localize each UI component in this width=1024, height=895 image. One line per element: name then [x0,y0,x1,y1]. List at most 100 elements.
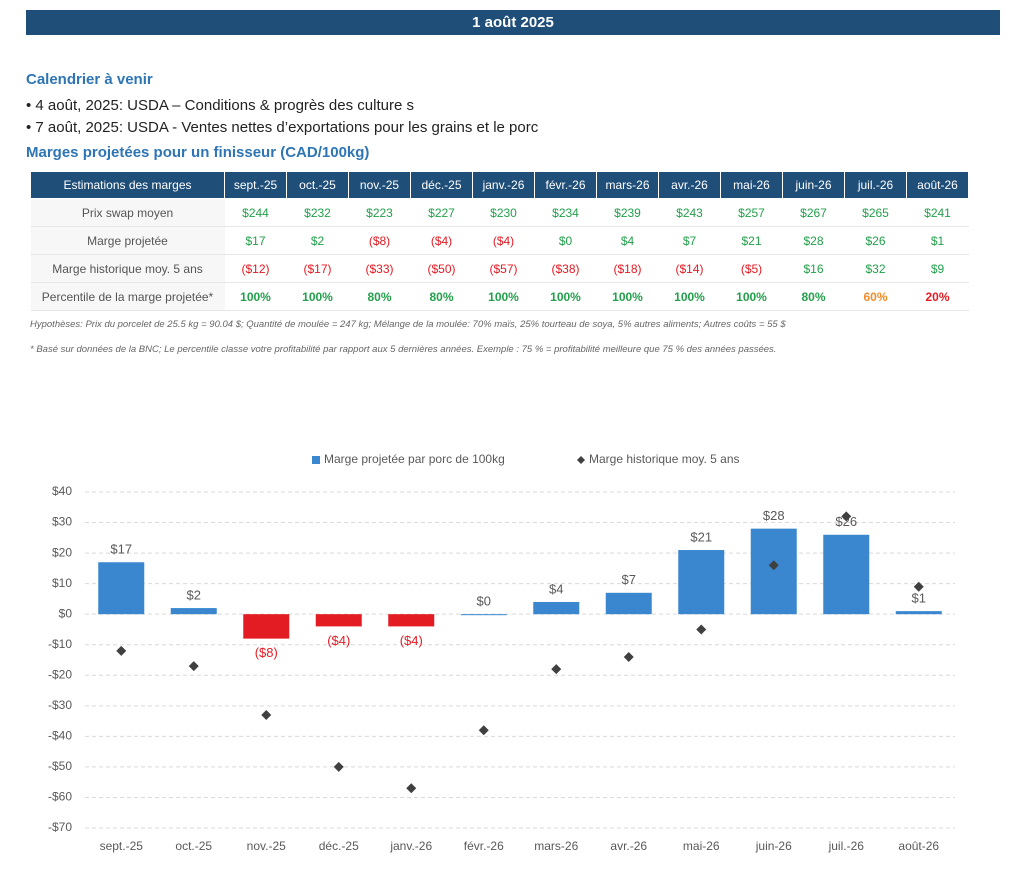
header-cell: mars-26 [596,171,659,199]
cell: 100% [286,282,349,311]
cell: ($8) [348,226,411,255]
y-tick-label: -$40 [48,729,72,743]
cell: $265 [844,198,907,227]
cell: $26 [844,226,907,255]
note: * Basé sur données de la BNC; Le percent… [30,344,777,355]
cell: ($14) [658,254,721,283]
header-cell: juil.-26 [844,171,907,199]
cell: $1 [906,226,969,255]
cell: ($4) [472,226,535,255]
legend-marker [577,456,585,464]
data-label: $4 [549,581,563,596]
y-tick-label: $10 [52,576,72,590]
cell: ($12) [224,254,287,283]
x-tick-label: mars-26 [534,839,578,853]
cell: $239 [596,198,659,227]
cell: $2 [286,226,349,255]
legend-label: Marge historique moy. 5 ans [589,452,740,466]
marker [333,761,344,772]
x-tick-label: déc.-25 [319,839,359,853]
data-label: $28 [763,508,785,523]
bar [170,608,217,615]
cell: 100% [720,282,783,311]
row-label: Prix swap moyen [30,198,225,227]
x-tick-label: oct.-25 [175,839,212,853]
marker [478,725,489,736]
y-tick-label: $20 [52,545,72,559]
cell: $227 [410,198,473,227]
y-tick-label: $0 [59,606,73,620]
bar [750,528,797,615]
table-title: Marges projetées pour un finisseur (CAD/… [26,144,370,161]
cell: $223 [348,198,411,227]
cell: 80% [410,282,473,311]
y-tick-label: -$10 [48,637,72,651]
y-tick-label: -$30 [48,698,72,712]
note: Hypothèses: Prix du porcelet de 25.5 kg … [30,319,786,330]
cell: $28 [782,226,845,255]
header-cell: mai-26 [720,171,783,199]
table-row: Marge projetée $17 $2 ($8) ($4) ($4) $0 $4 $7 $21… [30,226,969,255]
cell: $9 [906,254,969,283]
cell: 100% [534,282,597,311]
table-row: Marge historique moy. 5 ans ($12) ($17) ($3… [30,254,969,283]
y-tick-label: -$20 [48,667,72,681]
header-cell: Estimations des marges [30,171,225,199]
y-tick-label: -$60 [48,790,72,804]
cell: 60% [844,282,907,311]
header-cell: janv.-26 [472,171,535,199]
bar [605,592,652,615]
cell: 20% [906,282,969,311]
marker [188,661,199,672]
header-row: Estimations des marges sept.-25 oct.-25 nov… [30,171,969,199]
margin-table: Estimations des marges sept.-25 oct.-25 nov… [30,171,969,311]
cell: 80% [782,282,845,311]
x-tick-label: mai-26 [683,839,720,853]
legend-marker [312,456,320,464]
cell: ($57) [472,254,535,283]
cell: $267 [782,198,845,227]
marker [406,783,417,794]
cell: $0 [534,226,597,255]
table-row: Percentile de la marge projetée* 100% 100%… [30,282,969,311]
bar [98,562,145,615]
cell: $257 [720,198,783,227]
cell: $7 [658,226,721,255]
cell: 100% [658,282,721,311]
cell: $32 [844,254,907,283]
bar [460,614,507,616]
cell: $21 [720,226,783,255]
y-tick-label: $30 [52,515,72,529]
x-tick-label: sept.-25 [100,839,144,853]
header-cell: juin-26 [782,171,845,199]
x-tick-label: juil.-26 [828,839,865,853]
header-cell: nov.-25 [348,171,411,199]
bar [678,550,725,615]
y-tick-label: $40 [52,484,72,498]
calendar-item: • 4 août, 2025: USDA – Conditions & prog… [26,97,414,114]
bar [533,601,580,615]
bar [823,534,870,615]
cell: $17 [224,226,287,255]
cell: $16 [782,254,845,283]
chart: $40 $30 $20 $10 $0 -$10 -$20 -$30 -$40 -$50 -$60 -$… [48,452,955,853]
cell: ($5) [720,254,783,283]
row-label: Percentile de la marge projetée* [30,282,225,311]
cell: 80% [348,282,411,311]
marker [696,624,707,635]
data-label: $2 [187,588,201,603]
cell: $243 [658,198,721,227]
bar [895,611,942,615]
calendar-item: • 7 août, 2025: USDA - Ventes nettes d’e… [26,119,539,136]
data-label: ($4) [400,633,423,648]
header-cell: oct.-25 [286,171,349,199]
legend-label: Marge projetée par porc de 100kg [324,452,505,466]
header-cell: sept.-25 [224,171,287,199]
header-cell: août-26 [906,171,969,199]
row-label: Marge projetée [30,226,225,255]
x-tick-label: août-26 [898,839,939,853]
marker [768,560,779,571]
cell: ($18) [596,254,659,283]
cell: $4 [596,226,659,255]
